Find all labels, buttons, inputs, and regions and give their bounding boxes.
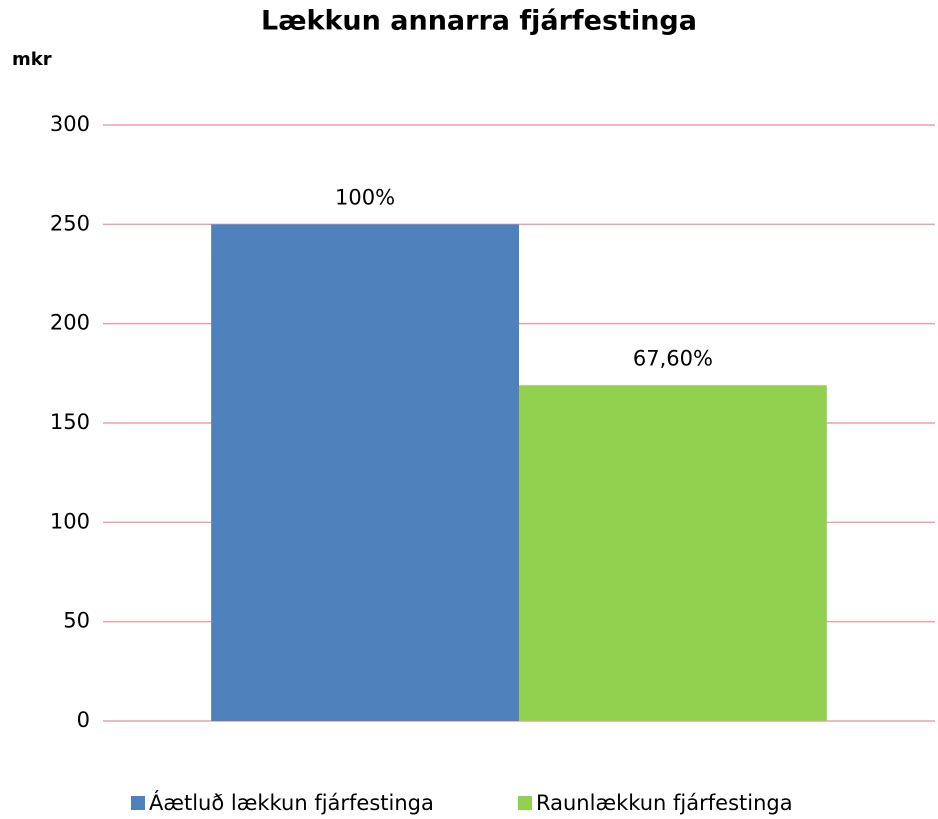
chart-title: Lækkun annarra fjárfestinga bbox=[261, 6, 697, 37]
legend-label: Áætluð lækkun fjárfestinga bbox=[149, 790, 434, 815]
y-tick-label: 0 bbox=[77, 708, 90, 732]
y-tick-label: 200 bbox=[50, 311, 90, 335]
bar bbox=[211, 224, 519, 722]
legend-swatch bbox=[518, 796, 532, 810]
data-label: 67,60% bbox=[633, 346, 713, 370]
y-tick-label: 100 bbox=[50, 509, 90, 533]
legend-swatch bbox=[131, 796, 145, 810]
y-tick-label: 150 bbox=[50, 410, 90, 434]
y-axis-label: mkr bbox=[12, 49, 52, 70]
y-tick-label: 300 bbox=[50, 112, 90, 136]
y-tick-label: 50 bbox=[63, 609, 90, 633]
legend-label: Raunlækkun fjárfestinga bbox=[536, 791, 793, 815]
bar bbox=[519, 385, 827, 721]
y-tick-label: 250 bbox=[50, 211, 90, 235]
data-label: 100% bbox=[335, 185, 395, 209]
